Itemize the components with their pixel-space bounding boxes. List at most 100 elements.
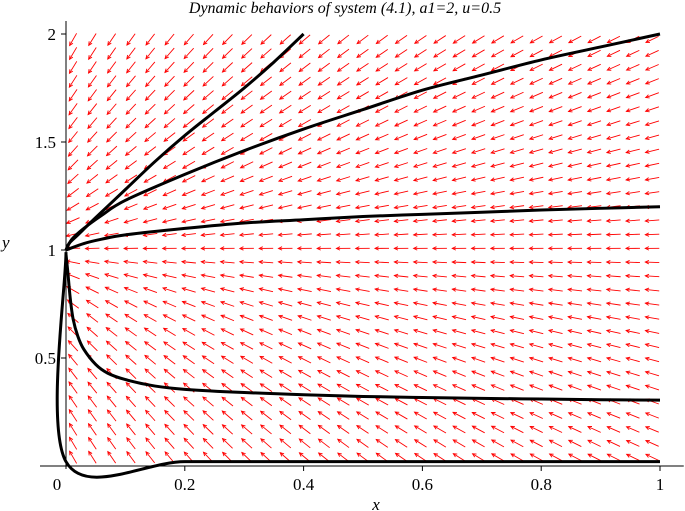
field-arrow <box>336 411 350 420</box>
field-arrow <box>258 328 273 336</box>
field-arrow <box>528 148 544 154</box>
field-arrow <box>528 176 544 182</box>
field-arrow <box>336 356 350 364</box>
field-arrow <box>219 232 235 237</box>
field-arrow <box>509 356 524 363</box>
field-arrow <box>432 105 447 113</box>
field-arrow <box>355 162 370 169</box>
field-arrow <box>413 439 427 448</box>
field-arrow <box>548 120 563 127</box>
field-arrow <box>335 342 351 349</box>
field-arrow <box>586 148 602 154</box>
field-arrow <box>298 438 311 449</box>
field-arrow <box>86 313 99 323</box>
field-arrow <box>644 64 659 71</box>
field-arrow <box>258 342 273 350</box>
field-arrow <box>451 190 467 196</box>
field-arrow <box>509 315 525 320</box>
field-arrow <box>451 260 467 265</box>
field-arrow <box>125 395 137 408</box>
field-arrow <box>528 106 544 113</box>
field-arrow <box>84 232 100 238</box>
field-arrow <box>452 35 466 44</box>
field-arrow <box>145 451 156 464</box>
field-arrow <box>258 314 273 321</box>
field-arrow <box>162 160 176 170</box>
field-arrow <box>66 188 79 198</box>
field-arrow <box>354 287 370 292</box>
field-arrow <box>335 246 351 251</box>
field-arrow <box>489 287 505 292</box>
field-arrow <box>239 355 254 364</box>
field-arrow <box>200 189 215 196</box>
field-arrow <box>164 451 175 464</box>
field-arrow <box>221 410 234 421</box>
field-arrow <box>645 35 659 43</box>
field-arrow <box>163 354 176 365</box>
field-arrow <box>317 424 331 434</box>
field-arrow <box>470 260 486 265</box>
field-arrow <box>181 314 196 322</box>
field-arrow <box>104 188 118 197</box>
field-arrow <box>451 246 467 251</box>
field-arrow <box>201 355 215 365</box>
field-arrow <box>528 260 544 265</box>
field-arrow <box>470 315 486 321</box>
field-arrow <box>335 273 351 278</box>
field-arrow <box>432 315 447 321</box>
field-arrow <box>297 147 312 155</box>
field-arrow <box>587 63 601 71</box>
field-arrow <box>68 408 78 422</box>
field-arrow <box>394 105 408 113</box>
field-arrow <box>432 190 447 196</box>
field-arrow <box>452 91 466 99</box>
field-arrow <box>107 450 117 464</box>
field-arrow <box>432 77 447 86</box>
field-arrow <box>125 381 137 394</box>
field-arrow <box>104 273 119 279</box>
field-arrow <box>87 409 97 422</box>
field-arrow <box>489 301 505 306</box>
field-arrow <box>182 355 195 365</box>
field-arrow <box>239 314 254 322</box>
field-arrow <box>277 273 293 278</box>
field-arrow <box>625 78 640 85</box>
field-arrow <box>644 342 660 348</box>
field-arrow <box>200 314 215 322</box>
field-arrow <box>200 246 216 251</box>
field-arrow <box>87 103 98 116</box>
field-arrow <box>124 340 137 351</box>
field-arrow <box>355 176 370 182</box>
x-tick-label: 0.6 <box>412 475 433 494</box>
field-arrow <box>220 355 234 364</box>
field-arrow <box>298 410 311 420</box>
field-arrow <box>164 61 175 74</box>
field-arrow <box>316 342 331 350</box>
field-arrow <box>87 395 97 408</box>
field-arrow <box>412 315 428 321</box>
field-arrow <box>144 368 156 379</box>
field-arrow <box>107 47 117 60</box>
field-arrow <box>84 246 100 251</box>
field-arrow <box>644 162 660 168</box>
field-arrow <box>567 77 582 85</box>
field-arrow <box>548 453 563 462</box>
field-arrow <box>644 191 660 196</box>
field-arrow <box>279 410 292 421</box>
field-arrow <box>644 329 660 334</box>
field-arrow <box>624 218 640 223</box>
field-arrow <box>182 104 195 115</box>
field-arrow <box>123 246 139 251</box>
field-arrow <box>238 259 254 265</box>
field-arrow <box>279 438 292 449</box>
field-arrow <box>624 260 640 265</box>
field-arrow <box>393 162 409 168</box>
field-arrow <box>355 356 370 364</box>
field-arrow <box>432 162 447 168</box>
field-arrow <box>278 104 292 114</box>
field-arrow <box>490 134 505 141</box>
field-arrow <box>374 190 389 196</box>
field-arrow <box>412 162 428 168</box>
field-arrow <box>470 176 486 182</box>
field-arrow <box>586 370 602 377</box>
